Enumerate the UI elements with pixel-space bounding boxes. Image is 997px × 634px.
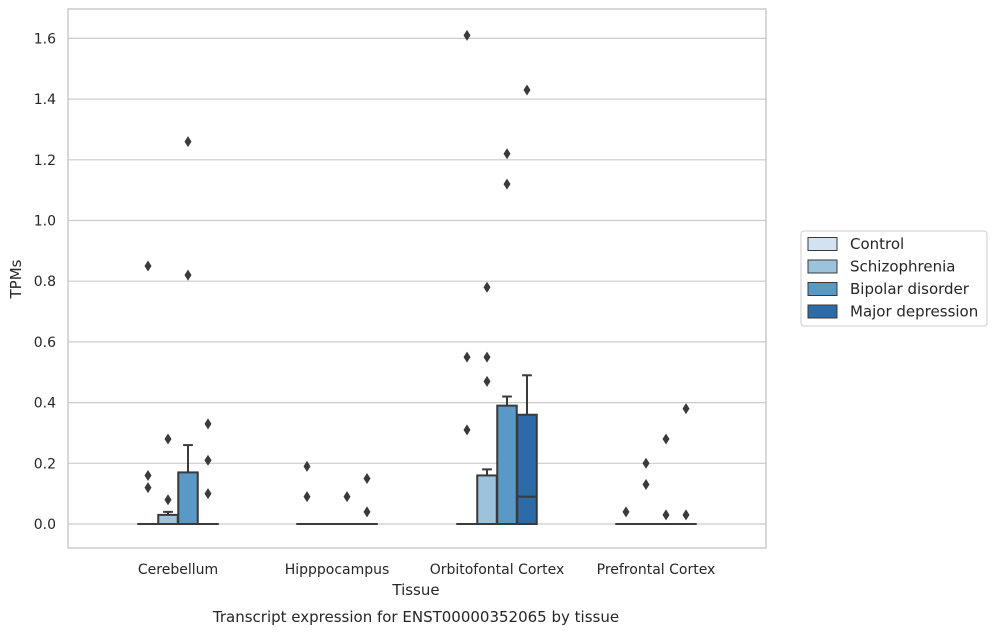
outlier-point	[483, 281, 491, 293]
outlier-point	[164, 433, 172, 445]
box-3-2	[516, 413, 538, 525]
legend-label: Bipolar disorder	[850, 280, 970, 298]
outlier-point	[343, 491, 351, 503]
legend-swatch	[807, 282, 838, 296]
boxes	[137, 374, 697, 526]
outlier-point	[204, 418, 212, 430]
outlier-point	[144, 260, 152, 272]
outlier-point	[463, 29, 471, 41]
y-tick-label: 0.6	[34, 335, 56, 351]
y-tick-label: 0.0	[34, 517, 56, 533]
outlier-point	[303, 460, 311, 472]
outlier-point	[184, 269, 192, 281]
outlier-point	[184, 136, 192, 148]
plot-frame	[67, 8, 767, 549]
legend-swatch	[807, 237, 838, 251]
outlier-point	[463, 351, 471, 363]
x-tick-label: Cerebellum	[138, 562, 218, 578]
x-tick-labels: Cerebellum Hipppocampus Orbitofontal Corte…	[138, 562, 715, 578]
legend: Control Schizophrenia Bipolar disorder Majo…	[800, 230, 988, 327]
outlier-point	[642, 457, 650, 469]
outlier-point	[622, 506, 630, 518]
outlier-point	[363, 506, 371, 518]
outlier-point	[363, 472, 371, 484]
outlier-point	[682, 403, 690, 415]
x-tick-label: Hipppocampus	[285, 562, 390, 578]
outlier-point	[204, 488, 212, 500]
legend-label: Control	[850, 235, 904, 253]
outlier-point	[483, 375, 491, 387]
outlier-point	[144, 482, 152, 494]
outlier-point	[144, 469, 152, 481]
outlier-point	[483, 351, 491, 363]
outlier-point	[503, 148, 511, 160]
y-tick-label: 0.8	[34, 274, 56, 290]
outlier-point	[303, 491, 311, 503]
gridlines	[68, 37, 766, 525]
outlier-point	[164, 494, 172, 506]
outlier-point	[662, 509, 670, 521]
legend-label: Schizophrenia	[850, 258, 955, 276]
legend-label: Major depression	[850, 303, 978, 321]
outlier-point	[463, 424, 471, 436]
outlier-point	[523, 84, 531, 96]
outlier-point	[642, 479, 650, 491]
y-tick-label: 1.0	[34, 214, 56, 230]
chart-title: Transcript expression for ENST0000035206…	[212, 608, 619, 626]
box-1-2	[476, 474, 498, 526]
legend-frame	[800, 230, 988, 327]
y-axis-label: TPMs	[7, 259, 25, 299]
outlier-point	[662, 433, 670, 445]
box-1-0	[157, 513, 179, 526]
outliers	[144, 29, 690, 521]
outlier-point	[503, 178, 511, 190]
y-tick-label: 0.2	[34, 456, 56, 472]
x-tick-label: Prefrontal Cortex	[597, 562, 716, 578]
outlier-point	[204, 454, 212, 466]
y-tick-label: 0.4	[34, 396, 56, 412]
y-tick-label: 1.2	[34, 153, 56, 169]
x-tick-label: Orbitofontal Cortex	[430, 562, 565, 578]
x-axis-label: Tissue	[391, 581, 439, 599]
legend-swatch	[807, 259, 838, 274]
legend-swatch	[807, 304, 838, 319]
outlier-point	[682, 509, 690, 521]
y-tick-label: 1.4	[34, 92, 56, 108]
y-tick-labels: 0.0 0.2 0.4 0.6 0.8 1.0 1.2 1.4 1.6	[34, 31, 56, 533]
y-tick-label: 1.6	[34, 31, 56, 47]
box-2-0	[177, 471, 199, 525]
box-2-2	[496, 404, 518, 526]
